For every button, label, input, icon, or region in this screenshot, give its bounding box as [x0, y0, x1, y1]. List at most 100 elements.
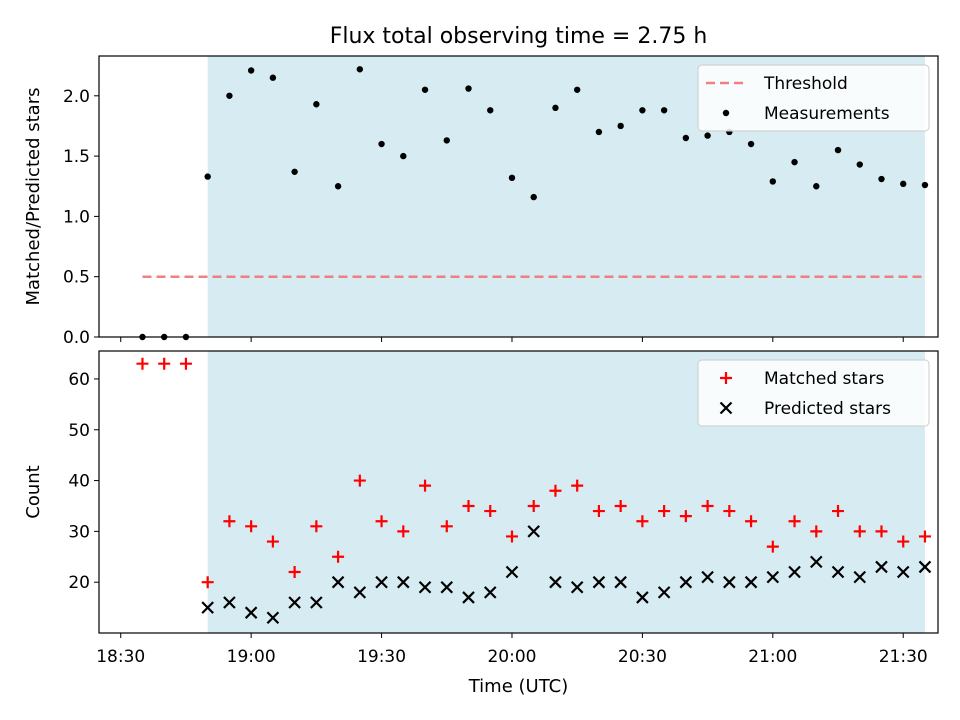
- legend-box: [697, 64, 930, 132]
- measurement-point: [791, 158, 798, 166]
- matched-star-point: [332, 550, 345, 563]
- y-axis-label: Matched/Predicted stars: [23, 88, 44, 306]
- predicted-star-point: [266, 611, 280, 625]
- measurement-point: [443, 137, 450, 144]
- matched-star-point: [353, 474, 366, 487]
- legend-label: Threshold: [763, 74, 848, 94]
- matched-star-point: [440, 520, 453, 533]
- predicted-star-point: [462, 591, 475, 604]
- predicted-star-point: [375, 575, 388, 589]
- measurement-point: [813, 183, 820, 190]
- measurement-point: [356, 66, 364, 73]
- matched-star-point: [245, 520, 258, 533]
- chart-title: Flux total observing time = 2.75 h: [330, 24, 708, 49]
- predicted-star-point: [397, 575, 410, 589]
- x-tick-label: 21:00: [748, 647, 797, 667]
- predicted-star-point: [831, 565, 845, 579]
- matched-star-point: [179, 357, 192, 370]
- matched-star-point: [853, 525, 866, 538]
- measurement-point: [660, 107, 668, 114]
- matched-star-point: [310, 520, 323, 533]
- matched-star-point: [419, 479, 432, 492]
- predicted-star-point: [592, 575, 606, 589]
- matched-star-point: [701, 499, 714, 512]
- matched-star-point: [201, 576, 214, 589]
- matched-star-point: [810, 525, 823, 538]
- predicted-star-point: [527, 525, 540, 538]
- predicted-star-point: [244, 606, 258, 619]
- measurement-point: [573, 86, 581, 93]
- measurement-point: [204, 173, 211, 180]
- predicted-star-point: [483, 586, 497, 599]
- matched-star-point: [679, 510, 692, 523]
- legend-matched-swatch: [720, 372, 732, 384]
- measurement-point: [291, 168, 298, 175]
- x-tick-label: 20:30: [618, 647, 667, 667]
- y-tick-label: 1.0: [63, 207, 90, 227]
- predicted-star-point: [723, 575, 736, 589]
- measurement-point: [269, 74, 277, 81]
- predicted-star-point: [505, 565, 519, 579]
- matched-star-point: [788, 515, 801, 528]
- measurement-point: [421, 86, 429, 93]
- matched-star-point: [505, 530, 518, 543]
- axes-frame: [98, 55, 939, 338]
- y-tick-label: 30: [68, 522, 90, 542]
- predicted-star-point: [875, 560, 888, 574]
- measurement-point: [769, 178, 777, 185]
- measurement-point: [921, 181, 929, 189]
- legend-box: [697, 359, 930, 427]
- x-axis-label: Time (UTC): [468, 676, 569, 697]
- predicted-star-point: [918, 560, 932, 574]
- matched-star-point: [832, 505, 845, 518]
- predicted-star-point: [657, 586, 671, 599]
- top-panel: 0.0 0.5 1.0 1.5 2.0 Matched/Predicted stars Th…: [23, 55, 939, 348]
- matched-star-point: [266, 535, 279, 548]
- measurement-point: [747, 140, 755, 148]
- matched-star-point: [614, 499, 627, 512]
- measurement-point: [400, 152, 407, 160]
- measurement-point: [595, 128, 603, 136]
- matched-star-point: [636, 515, 649, 528]
- predicted-star-point: [331, 575, 345, 589]
- matched-star-point: [745, 515, 758, 528]
- legend-label: Measurements: [764, 104, 890, 124]
- predicted-star-point: [310, 596, 323, 609]
- matched-star-point: [223, 515, 236, 528]
- predicted-star-point: [896, 565, 910, 579]
- y-tick-label: 60: [68, 370, 90, 390]
- measurement-point: [834, 146, 842, 154]
- predicted-star-point: [440, 580, 454, 594]
- x-tick-label: 21:30: [879, 647, 928, 667]
- measurement-point: [639, 107, 646, 114]
- y-tick-label: 20: [68, 573, 90, 593]
- x-tick-label: 20:00: [487, 647, 536, 667]
- predicted-star-point: [788, 565, 801, 579]
- measurement-point: [334, 183, 342, 190]
- predicted-star-point: [201, 601, 214, 614]
- measurement-point: [878, 175, 885, 183]
- x-tick-label: 19:00: [227, 647, 276, 667]
- predicted-star-point: [853, 570, 867, 584]
- predicted-star-point: [353, 586, 367, 599]
- predicted-star-point: [701, 570, 714, 584]
- predicted-star-point: [766, 570, 780, 584]
- predicted-star-point: [744, 575, 758, 589]
- matched-star-point: [288, 566, 301, 579]
- x-tick-label: 18:30: [96, 647, 145, 667]
- predicted-star-point: [418, 580, 432, 594]
- predicted-star-point: [288, 596, 301, 609]
- predicted-star-point: [614, 575, 627, 589]
- legend-measurement-swatch: [722, 109, 730, 117]
- matched-star-point: [658, 505, 671, 518]
- y-tick-label: 2.0: [63, 87, 90, 107]
- matched-star-point: [766, 540, 779, 553]
- predicted-star-point: [549, 575, 562, 589]
- matched-star-point: [875, 525, 888, 538]
- y-axis-label: Count: [23, 465, 44, 518]
- x-tick-label: 19:30: [357, 647, 406, 667]
- measurement-point: [247, 67, 255, 74]
- matched-star-point: [462, 499, 475, 512]
- matched-star-point: [136, 357, 149, 370]
- measurement-point: [900, 180, 907, 188]
